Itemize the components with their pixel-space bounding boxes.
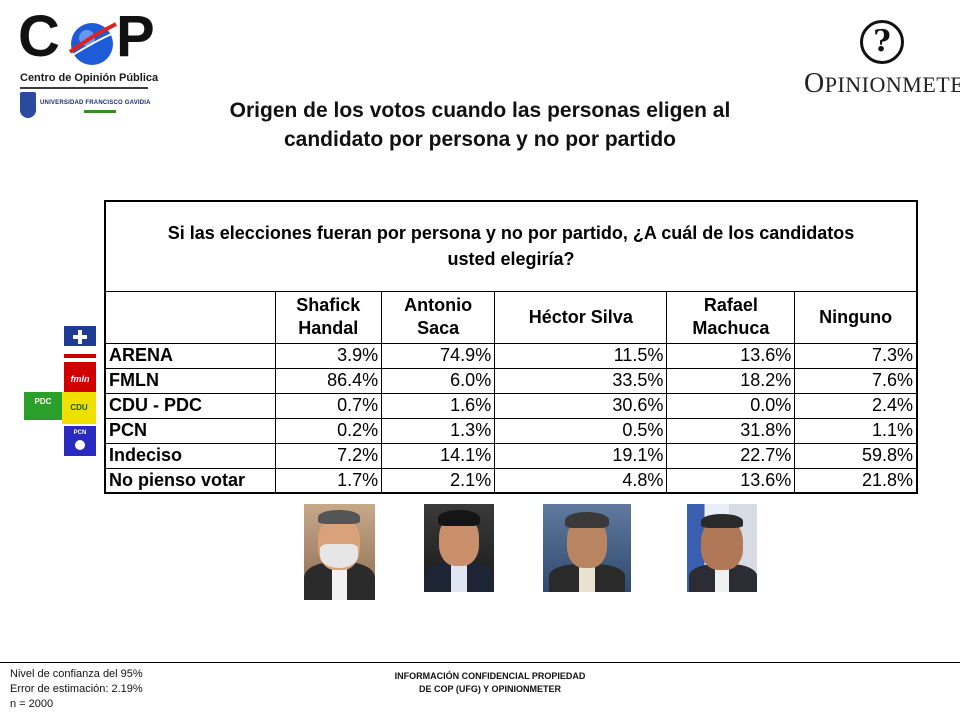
sample-size: n = 2000 [10, 698, 54, 710]
table-row: FMLN 86.4% 6.0% 33.5% 18.2% 7.6% [104, 367, 918, 394]
row-label: Indeciso [104, 442, 276, 469]
table-cell: 0.2% [274, 417, 383, 444]
table-row: No pienso votar 1.7% 2.1% 4.8% 13.6% 21.… [104, 467, 918, 494]
cop-divider [20, 87, 148, 89]
column-header-machuca: Rafael Machuca [666, 290, 796, 344]
pdc-logo: PDC [24, 392, 62, 420]
title-line-1: Origen de los votos cuando las personas … [229, 99, 731, 122]
row-label: CDU - PDC [104, 392, 276, 419]
cross-icon [73, 330, 87, 344]
ufg-logo: UNIVERSIDAD FRANCISCO GAVIDIA [18, 92, 158, 122]
title-line-2: candidato por persona y no por partido [283, 128, 677, 151]
question-mark-icon: ? [860, 20, 904, 64]
row-label: PCN [104, 417, 276, 444]
question-line-2: usted elegiría? [447, 249, 575, 270]
table-cell: 13.6% [666, 342, 796, 369]
column-header-ninguno: Ninguno [794, 290, 918, 344]
ufg-bar [84, 110, 116, 113]
column-header-silva: Héctor Silva [494, 290, 668, 344]
table-cell: 19.1% [494, 442, 668, 469]
survey-table: Si las elecciones fueran por persona y n… [104, 200, 918, 494]
opinionmeter-wordmark: OPINIONMETER [804, 68, 960, 99]
row-label: No pienso votar [104, 467, 276, 494]
table-cell: 33.5% [494, 367, 668, 394]
table-cell: 13.6% [666, 467, 796, 494]
table-cell: 1.7% [274, 467, 383, 494]
header-row: Shafick Handal Antonio Saca Héctor Silva R… [104, 290, 918, 344]
cop-name: Centro de Opinión Pública [20, 72, 159, 84]
table-cell: 2.4% [794, 392, 918, 419]
table-row: Indeciso 7.2% 14.1% 19.1% 22.7% 59.8% [104, 442, 918, 469]
column-header-saca: Antonio Saca [381, 290, 496, 344]
photo-saca [424, 504, 494, 592]
table-cell: 7.6% [794, 367, 918, 394]
margin-of-error: Error de estimación: 2.19% [10, 683, 143, 695]
cop-logo: C P Centro de Opinión Pública UNIVERSIDA… [18, 4, 159, 124]
footer-divider [0, 662, 960, 663]
table-cell: 31.8% [666, 417, 796, 444]
table-row: ARENA 3.9% 74.9% 11.5% 13.6% 7.3% [104, 342, 918, 369]
table-cell: 0.0% [666, 392, 796, 419]
table-cell: 86.4% [274, 367, 383, 394]
header-blank-cell [104, 290, 276, 344]
photo-machuca [687, 504, 757, 592]
pcn-logo: PCN [64, 426, 96, 456]
row-label: FMLN [104, 367, 276, 394]
table-cell: 2.1% [381, 467, 496, 494]
table-cell: 0.5% [494, 417, 668, 444]
question-cell: Si las elecciones fueran por persona y n… [104, 200, 918, 292]
party-logos: fmln PDC CDU PCN [24, 326, 98, 456]
table-row: PCN 0.2% 1.3% 0.5% 31.8% 1.1% [104, 417, 918, 444]
ufg-crest-icon [20, 92, 36, 118]
table-row: CDU - PDC 0.7% 1.6% 30.6% 0.0% 2.4% [104, 392, 918, 419]
fmln-logo: fmln [64, 362, 96, 394]
table-cell: 7.3% [794, 342, 918, 369]
cdu-logo: CDU [62, 392, 96, 424]
table-cell: 1.3% [381, 417, 496, 444]
table-cell: 18.2% [666, 367, 796, 394]
opinionmeter-logo: ? OPINIONMETER [804, 20, 960, 99]
question-line-1: Si las elecciones fueran por persona y n… [167, 223, 855, 244]
footer-methodology: Nivel de confianza del 95% Error de esti… [10, 667, 143, 712]
photo-silva [543, 504, 631, 592]
column-header-handal: Shafick Handal [274, 290, 383, 344]
table-cell: 30.6% [494, 392, 668, 419]
table-cell: 11.5% [494, 342, 668, 369]
cop-logo-mark: C P [18, 4, 155, 69]
table-cell: 0.7% [274, 392, 383, 419]
table-cell: 59.8% [794, 442, 918, 469]
confidence-level: Nivel de confianza del 95% [10, 668, 143, 680]
table-cell: 14.1% [381, 442, 496, 469]
table-cell: 7.2% [274, 442, 383, 469]
page-title: Origen de los votos cuando las personas … [150, 96, 810, 154]
table-cell: 1.6% [381, 392, 496, 419]
ball-icon [75, 440, 85, 450]
photo-handal [304, 504, 375, 600]
table-cell: 74.9% [381, 342, 496, 369]
table-cell: 21.8% [794, 467, 918, 494]
table-cell: 4.8% [494, 467, 668, 494]
confidentiality-notice: INFORMACIÓN CONFIDENCIAL PROPIEDAD DE CO… [394, 671, 586, 694]
table-cell: 6.0% [381, 367, 496, 394]
table-cell: 3.9% [274, 342, 383, 369]
cop-globe-icon [67, 22, 117, 65]
table-cell: 1.1% [794, 417, 918, 444]
ufg-name: UNIVERSIDAD FRANCISCO GAVIDIA [40, 100, 151, 106]
arena-logo [64, 326, 96, 358]
table-cell: 22.7% [666, 442, 796, 469]
row-label: ARENA [104, 342, 276, 369]
